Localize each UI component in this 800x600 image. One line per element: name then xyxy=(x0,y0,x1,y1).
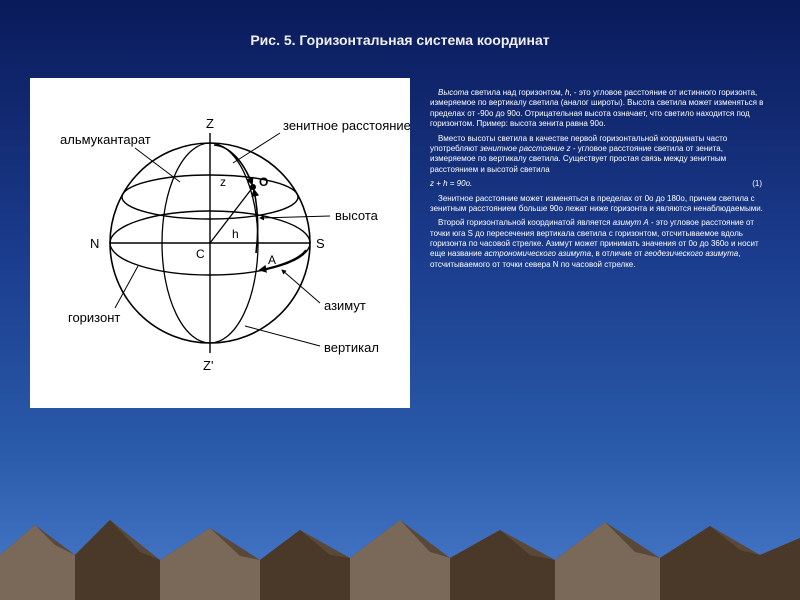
equation-1: z + h = 90o. (1) xyxy=(430,179,770,189)
lbl-N: N xyxy=(90,236,99,251)
p4e: , в отличие от xyxy=(591,249,644,258)
lbl-z: z xyxy=(220,175,226,189)
mountains-decoration xyxy=(0,500,800,600)
arc-a xyxy=(260,250,306,270)
celestial-sphere-diagram: зенитное расстояние альмукантарат высота… xyxy=(30,78,410,408)
p1b: светила над горизонтом, xyxy=(469,88,565,97)
lbl-vertical: вертикал xyxy=(324,340,379,355)
p3: Зенитное расстояние может изменяться в п… xyxy=(430,194,763,213)
para-4: Второй горизонтальной координатой являет… xyxy=(430,218,770,270)
eq-text: z + h = 90o. xyxy=(430,179,472,188)
lbl-C: C xyxy=(196,247,205,261)
lbl-A: A xyxy=(268,253,276,267)
ptr-almucantarat xyxy=(135,148,180,182)
eq-num: (1) xyxy=(752,179,770,189)
lbl-horizon: горизонт xyxy=(68,310,120,325)
term-zenith-dist: зенитное расстояние z xyxy=(480,144,571,153)
term-astro-azimuth: астрономического азимута xyxy=(484,249,591,258)
p4a: Второй горизонтальной координатой являет… xyxy=(438,218,613,227)
lbl-Zp: Z' xyxy=(203,358,213,373)
ptr-vertical xyxy=(245,326,320,346)
lbl-h: h xyxy=(232,227,239,241)
lbl-almucantarat: альмукантарат xyxy=(60,132,151,147)
lbl-S: S xyxy=(316,236,325,251)
lbl-zenith-dist: зенитное расстояние xyxy=(283,118,410,133)
page-title: Рис. 5. Горизонтальная система координат xyxy=(0,0,800,48)
lbl-Z: Z xyxy=(206,116,214,131)
term-azimuth: азимут A xyxy=(613,218,649,227)
content-row: зенитное расстояние альмукантарат высота… xyxy=(0,48,800,408)
term-geo-azimuth: геодезического азимута xyxy=(644,249,738,258)
ptr-azimuth xyxy=(282,270,320,303)
lbl-height: высота xyxy=(335,208,379,223)
term-height: Высота xyxy=(438,88,469,97)
para-3: Зенитное расстояние может изменяться в п… xyxy=(430,194,770,215)
description-column: Высота светила над горизонтом, h, - это … xyxy=(430,78,770,408)
lbl-O: O xyxy=(259,175,268,189)
para-1: Высота светила над горизонтом, h, - это … xyxy=(430,88,770,130)
diagram-container: зенитное расстояние альмукантарат высота… xyxy=(30,78,410,408)
para-2: Вместо высоты светила в качестве первой … xyxy=(430,134,770,176)
ptr-horizon xyxy=(115,266,138,308)
lbl-azimuth: азимут xyxy=(324,298,366,313)
star-point xyxy=(250,184,256,190)
